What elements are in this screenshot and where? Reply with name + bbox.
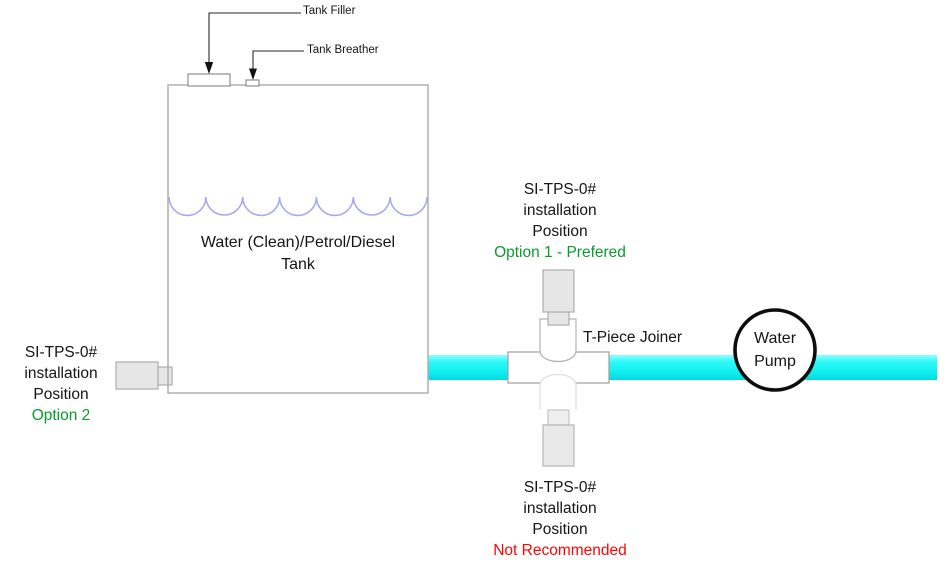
water-pipe <box>428 355 937 380</box>
t-piece-top-port <box>539 318 577 363</box>
tank-outline <box>167 84 429 394</box>
sensor-bottom-line2: installation <box>523 500 597 517</box>
water-pump-label: Water Pump <box>735 327 815 373</box>
sensor-option2-line3: Position <box>33 386 89 403</box>
sensor-option1-line1: SI-TPS-0# <box>523 181 597 198</box>
water-pump-label-line2: Pump <box>754 353 796 370</box>
sensor-option1-note: Option 1 - Prefered <box>494 244 626 261</box>
sensor-option2-neck <box>157 366 173 386</box>
sensor-option1-label: SI-TPS-0# installation Position Option 1… <box>460 179 660 263</box>
tank-breather-arrow <box>249 68 257 80</box>
tank-breather-leader-line <box>252 50 304 69</box>
tank-label-line2: Tank <box>281 256 315 273</box>
sensor-option2-body <box>115 361 159 390</box>
t-piece-joiner-label: T-Piece Joiner <box>583 329 683 346</box>
sensor-option2-line1: SI-TPS-0# <box>24 344 98 361</box>
sensor-bottom-neck <box>547 409 570 426</box>
sensor-option1-body <box>542 269 575 313</box>
sensor-option1-line2: installation <box>523 202 597 219</box>
tank-filler-arrow <box>204 62 214 74</box>
tank-breather-cap <box>245 79 260 87</box>
tank-filler-label: Tank Filler <box>303 5 356 17</box>
sensor-option1-neck <box>547 311 570 326</box>
sensor-option2-note: Option 2 <box>31 407 91 424</box>
water-pump-circle <box>733 308 817 392</box>
tank-label: Water (Clean)/Petrol/Diesel Tank <box>168 232 428 276</box>
sensor-bottom-body <box>542 424 575 467</box>
sensor-option2-line2: installation <box>24 365 98 382</box>
liquid-wave-line <box>168 196 428 217</box>
sensor-bottom-line3: Position <box>532 521 588 538</box>
sensor-bottom-line1: SI-TPS-0# <box>523 479 597 496</box>
sensor-option1-line3: Position <box>532 223 588 240</box>
tank-breather-label: Tank Breather <box>307 44 379 56</box>
t-piece-bottom-port <box>539 373 577 410</box>
sensor-bottom-note: Not Recommended <box>493 542 627 559</box>
tank-filler-cap <box>187 73 231 87</box>
tank-filler-leader-line <box>208 12 301 63</box>
sensor-bottom-label: SI-TPS-0# installation Position Not Reco… <box>440 477 680 561</box>
sensor-option2-label: SI-TPS-0# installation Position Option 2 <box>0 342 122 426</box>
water-pump-label-line1: Water <box>753 330 797 347</box>
tank-label-line1: Water (Clean)/Petrol/Diesel <box>200 234 396 251</box>
